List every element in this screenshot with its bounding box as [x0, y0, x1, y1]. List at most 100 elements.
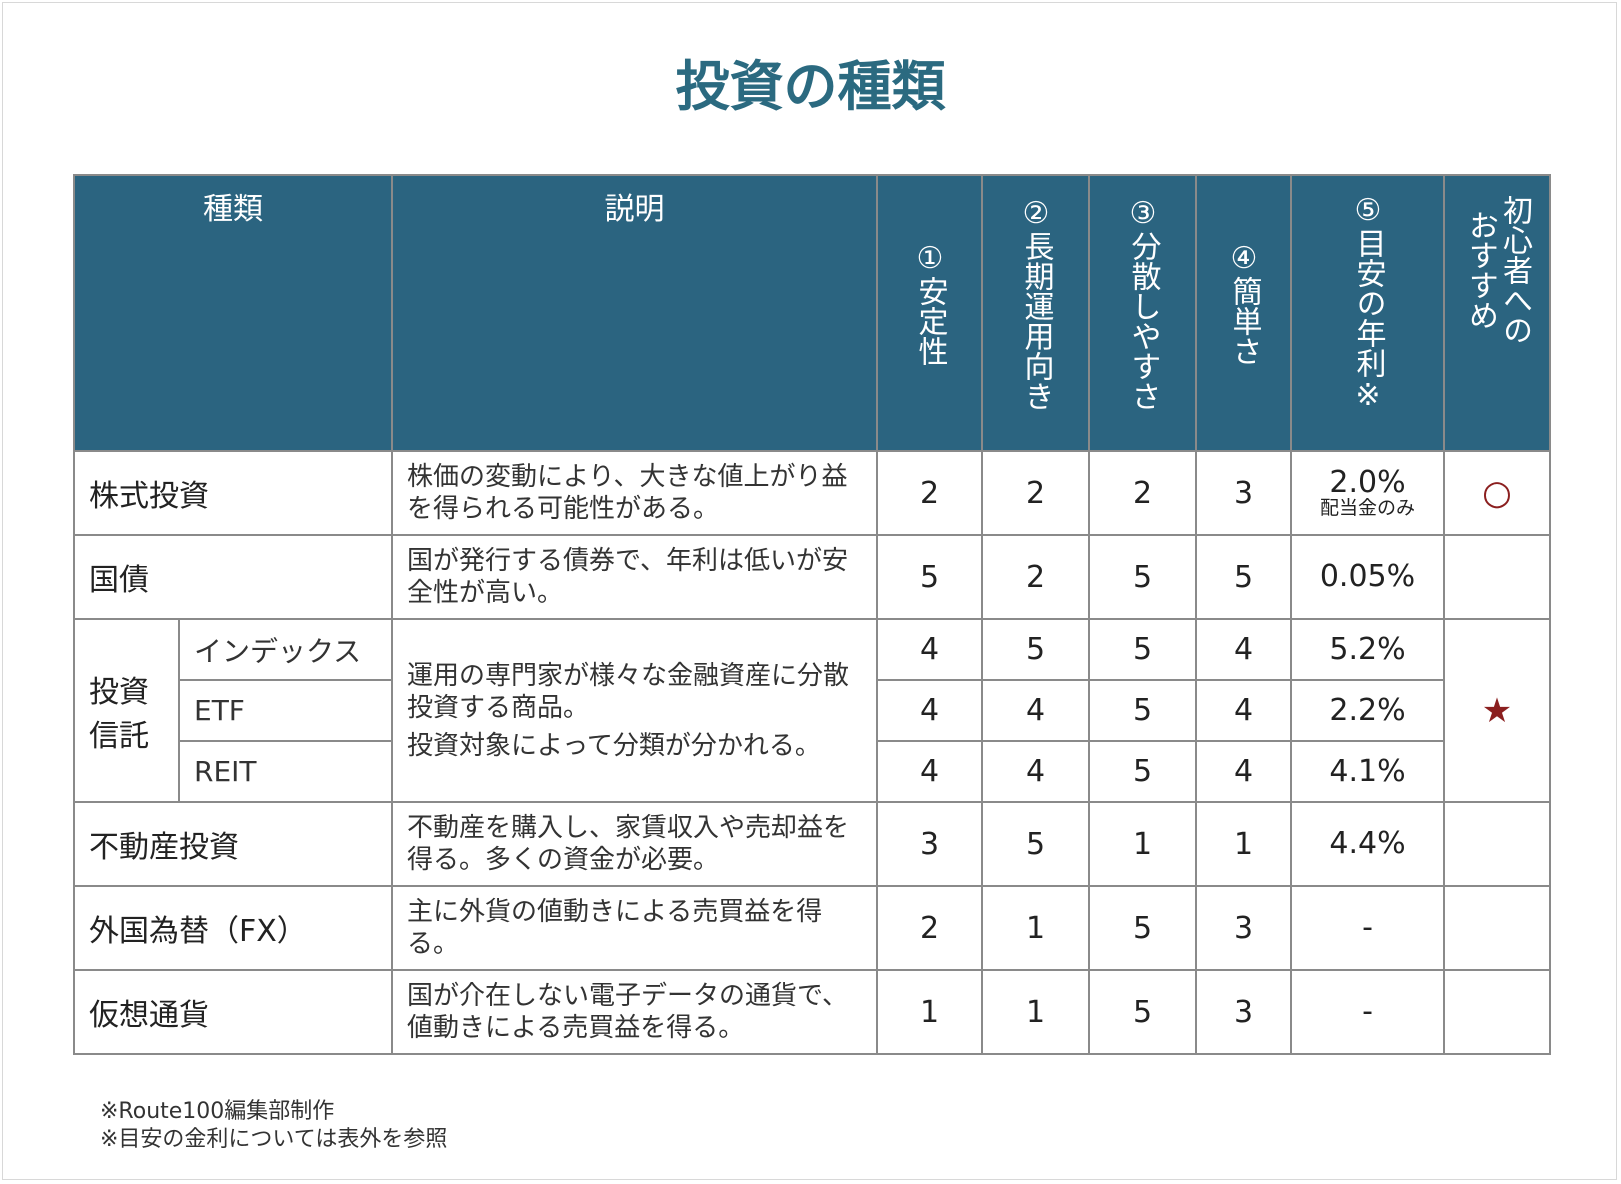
score-cell: 3: [1195, 450, 1292, 536]
note-text: ※目安の金利については表外を参照: [100, 1127, 448, 1152]
type-cell: 仮想通貨: [73, 969, 393, 1055]
subtype-cell: ETF: [178, 679, 393, 742]
type-cell: 株式投資: [73, 450, 393, 536]
score-cell: 4: [1195, 618, 1292, 681]
score-cell: 4: [1195, 679, 1292, 742]
description-text: 投資対象によって分類が分かれる。: [407, 730, 821, 761]
score-cell: 4: [981, 740, 1090, 803]
score-cell: 3: [876, 801, 983, 887]
yield-value: 2.2%: [1329, 692, 1406, 728]
column-header: 説明: [391, 174, 878, 452]
column-header-text: ②長期運用向き: [1018, 195, 1054, 411]
score-cell: 1: [981, 885, 1090, 971]
description-text: 運用の専門家が様々な金融資産に分散投資する商品。: [407, 660, 850, 723]
column-header: ⑤目安の年利※: [1290, 174, 1445, 452]
yield-value: 4.4%: [1329, 826, 1406, 861]
recommend-cell: ★: [1443, 618, 1551, 803]
header-row: 種類 説明 ①安定性 ②長期運用向き ③分散しやすさ ④簡単さ ⑤目安の年利※ 初心者へのおす…: [73, 174, 1551, 452]
score-cell: 5: [1088, 679, 1197, 742]
column-header: ④簡単さ: [1195, 174, 1292, 452]
description-cell: 国が介在しない電子データの通貨で、値動きによる売買益を得る。: [391, 969, 878, 1055]
yield-value: 4.1%: [1329, 753, 1406, 789]
yield-value: -: [1362, 994, 1373, 1029]
score-cell: 5: [1088, 534, 1197, 620]
yield-note: 配当金のみ: [1319, 497, 1415, 519]
description-cell: 主に外貨の値動きによる売買益を得る。: [391, 885, 878, 971]
column-header-text: ⑤目安の年利※: [1350, 193, 1386, 413]
description-text: 主に外貨の値動きによる売買益を得る。: [407, 897, 823, 959]
sub-row: REIT 4 4 5 4 4.1%: [74, 740, 1550, 803]
yield-cell: 2.0% 配当金のみ: [1290, 450, 1445, 536]
score-cell: 4: [1195, 740, 1292, 803]
score-cell: 5: [981, 801, 1090, 887]
recommend-cell: [1443, 801, 1551, 887]
row: 不動産投資 不動産を購入し、家賃収入や売却益を得る。多くの資金が必要。 3 5 1 1 4.…: [73, 801, 1551, 887]
column-header-text: ③分散しやすさ: [1125, 195, 1161, 411]
score-cell: 1: [876, 969, 983, 1055]
type-cell: 外国為替（FX）: [73, 885, 393, 971]
yield-cell: 4.1%: [1290, 740, 1445, 803]
score-cell: 5: [981, 618, 1090, 681]
recommend-mark: ★: [1481, 690, 1513, 731]
yield-cell: 5.2%: [1290, 618, 1445, 681]
score-cell: 2: [876, 450, 983, 536]
type-cell: 不動産投資: [73, 801, 393, 887]
score-cell: 5: [1088, 740, 1197, 803]
recommend-cell: [1443, 885, 1551, 971]
row: 外国為替（FX） 主に外貨の値動きによる売買益を得る。 2 1 5 3 -: [73, 885, 1551, 971]
score-cell: 5: [1088, 618, 1197, 681]
score-cell: 2: [981, 534, 1090, 620]
score-cell: 1: [1088, 801, 1197, 887]
investment-table: 種類 説明 ①安定性 ②長期運用向き ③分散しやすさ ④簡単さ ⑤目安の年利※ 初心者へのおす…: [73, 174, 1551, 1055]
recommend-mark: ○: [1482, 473, 1512, 513]
sub-row: 投資信託 インデックス 運用の専門家が様々な金融資産に分散投資する商品。 投資対象によ…: [73, 618, 1551, 803]
score-cell: 3: [1195, 885, 1292, 971]
yield-value: -: [1362, 910, 1373, 945]
score-cell: 4: [876, 618, 983, 681]
description-text: 国が発行する債券で、年利は低いが安全性が高い。: [407, 546, 848, 608]
sub-row: ETF 4 4 5 4 2.2%: [74, 679, 1550, 742]
column-header: ①安定性: [876, 174, 983, 452]
description-cell: 運用の専門家が様々な金融資産に分散投資する商品。投資対象によって分類が分かれる。: [391, 618, 878, 803]
description-cell: 国が発行する債券で、年利は低いが安全性が高い。: [391, 534, 878, 620]
score-cell: 5: [1088, 885, 1197, 971]
description-text: 不動産を購入し、家賃収入や売却益を得る。多くの資金が必要。: [407, 813, 850, 875]
score-cell: 1: [981, 969, 1090, 1055]
description-text: 株価の変動により、大きな値上がり益を得られる可能性がある。: [407, 462, 848, 524]
score-cell: 5: [1195, 534, 1292, 620]
notes: ※Route100編集部制作 ※目安の金利については表外を参照: [100, 1098, 447, 1154]
yield-cell: 2.2%: [1290, 679, 1445, 742]
score-cell: 4: [876, 679, 983, 742]
score-cell: 4: [876, 740, 983, 803]
score-cell: 1: [1195, 801, 1292, 887]
score-cell: 3: [1195, 969, 1292, 1055]
recommend-cell: [1443, 969, 1551, 1055]
score-cell: 5: [1088, 969, 1197, 1055]
yield-cell: -: [1290, 885, 1445, 971]
recommend-cell: [1443, 534, 1551, 620]
recommend-cell: ○: [1443, 450, 1551, 536]
description-cell: 株価の変動により、大きな値上がり益を得られる可能性がある。: [391, 450, 878, 536]
score-cell: 2: [1088, 450, 1197, 536]
column-header-text: 初心者へのおすすめ: [1463, 195, 1532, 345]
description-cell: 不動産を購入し、家賃収入や売却益を得る。多くの資金が必要。: [391, 801, 878, 887]
yield-cell: 0.05%: [1290, 534, 1445, 620]
type-cell: 国債: [73, 534, 393, 620]
yield-value: 5.2%: [1329, 631, 1406, 667]
description-text: 国が介在しない電子データの通貨で、値動きによる売買益を得る。: [407, 981, 848, 1043]
score-cell: 5: [876, 534, 983, 620]
yield-value: 0.05%: [1319, 559, 1416, 594]
score-cell: 2: [981, 450, 1090, 536]
subtype-cell: REIT: [178, 740, 393, 803]
column-header: ②長期運用向き: [981, 174, 1090, 452]
column-header-text: ④簡単さ: [1226, 240, 1262, 366]
yield-value: 2.0%: [1329, 465, 1406, 500]
row: 仮想通貨 国が介在しない電子データの通貨で、値動きによる売買益を得る。 1 1 5 3-: [73, 969, 1551, 1055]
column-header-text: ①安定性: [912, 240, 948, 366]
row: 株式投資 株価の変動により、大きな値上がり益を得られる可能性がある。 2 2 2 3 2.0…: [73, 450, 1551, 536]
column-header: 種類: [73, 174, 393, 452]
page-title: 投資の種類: [675, 55, 946, 118]
column-header: ③分散しやすさ: [1088, 174, 1197, 452]
